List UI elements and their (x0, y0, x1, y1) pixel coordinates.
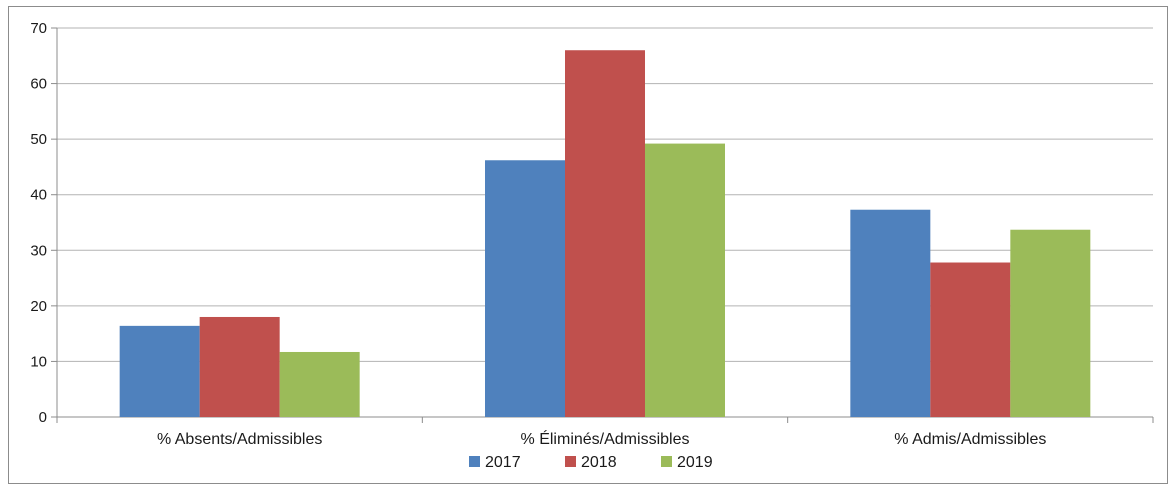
y-tick-label: 70 (30, 20, 47, 37)
bar-2018 (199, 316, 280, 417)
bar-2019 (645, 143, 725, 418)
x-category-label: % Admis/Admissibles (894, 431, 1046, 448)
bar-2018 (565, 50, 645, 417)
legend-label: 2017 (485, 454, 521, 471)
x-category-label: % Éliminés/Admissibles (521, 429, 690, 448)
bar-2019 (279, 351, 360, 417)
y-tick-label: 10 (30, 353, 47, 370)
y-tick-label: 40 (30, 187, 47, 204)
bar-2017 (119, 325, 200, 417)
legend-swatch-2017 (469, 456, 480, 467)
bar-2017 (485, 160, 565, 417)
y-tick-label: 30 (30, 242, 47, 259)
bar-2017 (850, 209, 931, 417)
bar-2019 (1010, 229, 1091, 417)
bar-2018 (930, 262, 1011, 417)
y-tick-label: 20 (30, 298, 47, 315)
y-tick-label: 50 (30, 131, 47, 148)
legend-label: 2019 (677, 454, 713, 471)
y-tick-label: 60 (30, 76, 47, 93)
legend-swatch-2018 (565, 456, 576, 467)
legend-swatch-2019 (661, 456, 672, 467)
y-tick-label: 0 (39, 409, 47, 426)
legend-label: 2018 (581, 454, 617, 471)
x-category-label: % Absents/Admissibles (157, 431, 322, 448)
